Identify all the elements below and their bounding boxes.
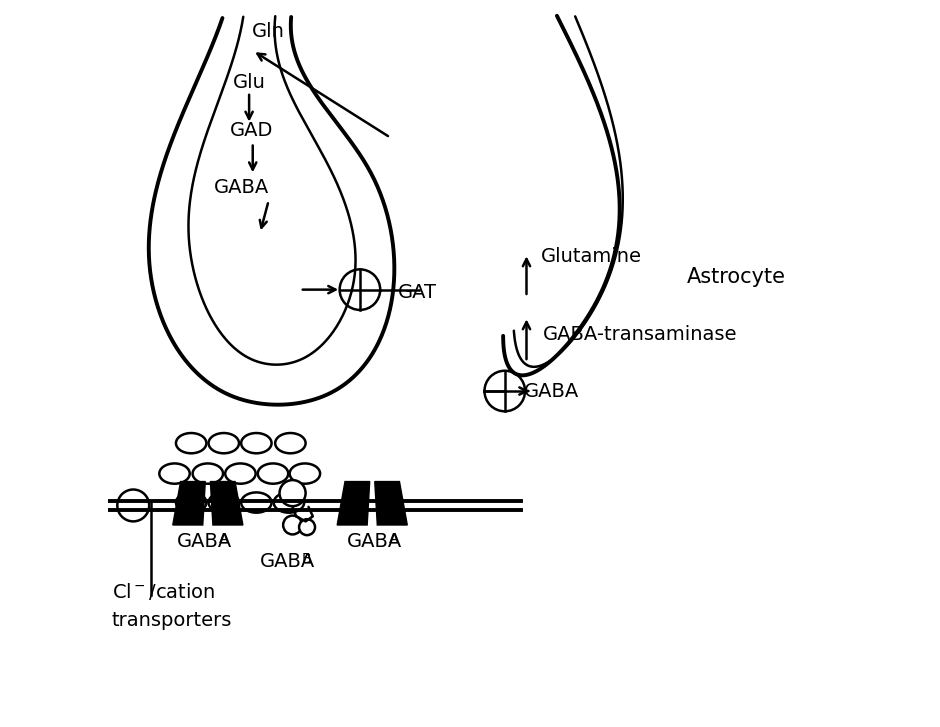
Ellipse shape (176, 492, 207, 513)
Text: Gln: Gln (252, 23, 285, 41)
Text: GABA: GABA (525, 382, 580, 401)
Polygon shape (211, 481, 243, 525)
Ellipse shape (193, 463, 223, 483)
Text: GABA-transaminase: GABA-transaminase (542, 325, 737, 344)
Text: A: A (389, 531, 399, 545)
Ellipse shape (209, 433, 239, 454)
Ellipse shape (290, 463, 321, 483)
Text: GABA: GABA (177, 531, 232, 550)
Ellipse shape (274, 492, 305, 513)
Polygon shape (337, 481, 369, 525)
Ellipse shape (176, 433, 207, 454)
Text: B: B (302, 552, 311, 566)
Polygon shape (173, 481, 205, 525)
Ellipse shape (159, 463, 190, 483)
Ellipse shape (258, 463, 289, 483)
Text: Cl$^-$/cation: Cl$^-$/cation (112, 581, 215, 602)
Circle shape (118, 489, 149, 521)
Ellipse shape (242, 492, 272, 513)
Ellipse shape (226, 463, 256, 483)
Circle shape (279, 480, 306, 506)
Text: Astrocyte: Astrocyte (687, 267, 786, 286)
Circle shape (299, 519, 315, 535)
Polygon shape (375, 481, 407, 525)
Text: GAT: GAT (398, 283, 436, 302)
Text: A: A (219, 531, 228, 545)
Text: GABA: GABA (214, 178, 270, 197)
Text: Glu: Glu (233, 73, 265, 92)
Text: GAD: GAD (229, 121, 273, 140)
Circle shape (283, 515, 302, 534)
Circle shape (339, 269, 380, 310)
Ellipse shape (275, 433, 306, 454)
Ellipse shape (209, 492, 239, 513)
Ellipse shape (242, 433, 272, 454)
Text: Glutamine: Glutamine (541, 246, 642, 266)
Text: GABA: GABA (260, 552, 315, 571)
Circle shape (484, 371, 525, 411)
Text: transporters: transporters (112, 611, 232, 630)
Text: GABA: GABA (347, 531, 402, 550)
